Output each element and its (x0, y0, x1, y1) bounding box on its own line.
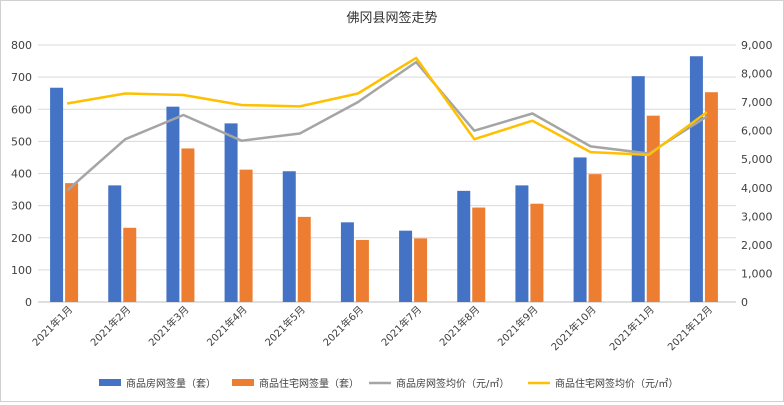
bar (355, 239, 369, 302)
x-tick-label: 2021年7月 (378, 303, 424, 349)
bar (123, 227, 137, 302)
x-axis: 2021年1月 2021年2月 2021年3月 2021年4月 2021年5月 2021年… (29, 303, 715, 353)
bar (297, 216, 311, 302)
legend-label: 商品房网签均价（元/㎡） (396, 377, 509, 390)
bar (239, 169, 253, 302)
x-tick-label: 2021年12月 (665, 303, 715, 353)
bar (340, 222, 354, 302)
y-tick-label: 100 (11, 264, 32, 277)
x-tick-label: 2021年10月 (548, 303, 598, 353)
y2-tick-label: 6,000 (741, 125, 773, 138)
bar (399, 230, 413, 302)
bar (166, 106, 180, 303)
series-line (66, 56, 708, 157)
series-line (66, 60, 708, 192)
right-y-axis: 0 1,000 2,000 3,000 4,000 5,000 6,000 7,000 8,00… (741, 39, 773, 309)
y-tick-label: 600 (11, 103, 32, 116)
y2-tick-label: 7,000 (741, 96, 773, 109)
line-series (66, 56, 708, 192)
bar (588, 174, 602, 302)
x-tick-label: 2021年1月 (29, 303, 75, 349)
bar (631, 76, 645, 302)
y-tick-label: 700 (11, 71, 32, 84)
bar (224, 123, 238, 302)
bar (457, 190, 471, 302)
y-tick-label: 0 (25, 296, 32, 309)
bar (50, 87, 64, 302)
y2-tick-label: 2,000 (741, 239, 773, 252)
bar (530, 203, 544, 302)
bar (414, 238, 428, 302)
y2-tick-label: 5,000 (741, 153, 773, 166)
bar (65, 183, 79, 302)
y-tick-label: 800 (11, 39, 32, 52)
legend-label: 商品住宅网签均价（元/㎡） (555, 377, 678, 390)
chart-title: 佛冈县网签走势 (346, 10, 437, 26)
left-y-axis: 0 100 200 300 400 500 600 700 800 (11, 39, 32, 309)
legend-label: 商品房网签量（套） (126, 377, 216, 390)
x-tick-label: 2021年4月 (204, 303, 250, 349)
y2-tick-label: 4,000 (741, 182, 773, 195)
bar (282, 171, 296, 302)
y2-tick-label: 1,000 (741, 267, 773, 280)
y-tick-label: 400 (11, 168, 32, 181)
legend-swatch (232, 379, 254, 386)
bar (573, 157, 587, 302)
bar (646, 115, 660, 302)
y-tick-label: 500 (11, 135, 32, 148)
y-tick-label: 300 (11, 200, 32, 213)
bar (515, 185, 529, 302)
x-tick-label: 2021年6月 (320, 303, 366, 349)
x-tick-label: 2021年2月 (88, 303, 134, 349)
bar (472, 207, 486, 302)
bar-series (50, 56, 718, 303)
legend-swatch (99, 379, 121, 386)
y2-tick-label: 0 (741, 296, 748, 309)
x-tick-label: 2021年8月 (437, 303, 483, 349)
x-tick-label: 2021年11月 (607, 303, 657, 353)
legend-label: 商品住宅网签量（套） (259, 377, 359, 390)
x-tick-label: 2021年5月 (262, 303, 308, 349)
bar (704, 92, 718, 302)
bar (108, 185, 122, 302)
legend: 商品房网签量（套） 商品住宅网签量（套） 商品房网签均价（元/㎡） 商品住宅网签均价（… (99, 377, 678, 390)
x-tick-label: 2021年3月 (146, 303, 192, 349)
bar (181, 148, 195, 302)
gridlines (38, 44, 736, 303)
y2-tick-label: 8,000 (741, 68, 773, 81)
y2-tick-label: 9,000 (741, 39, 773, 52)
y-tick-label: 200 (11, 232, 32, 245)
x-tick-label: 2021年9月 (495, 303, 541, 349)
y2-tick-label: 3,000 (741, 210, 773, 223)
bar (689, 56, 703, 303)
